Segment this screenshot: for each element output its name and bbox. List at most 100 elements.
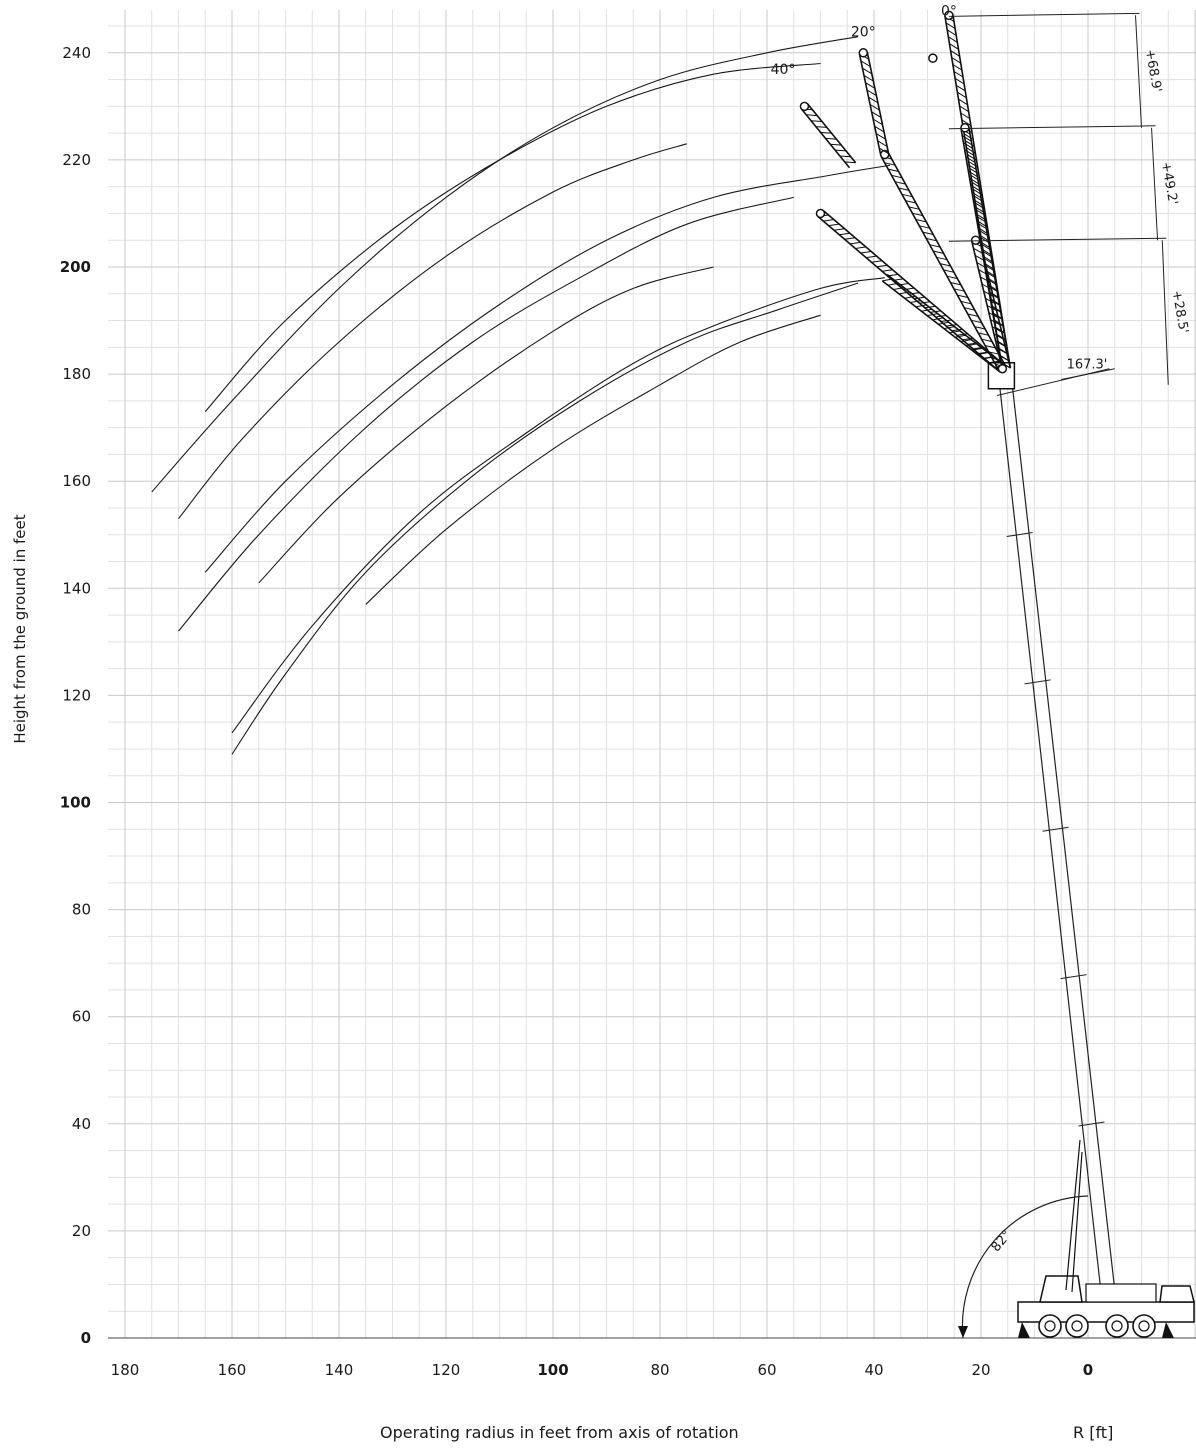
boom-angle-label: 82° xyxy=(989,1228,1015,1255)
superstructure xyxy=(1085,1283,1157,1303)
y-axis-ticks: 0 20 40 60 80 100 120 140 160 180 200 220 240 xyxy=(60,44,91,1347)
working-range-curve-9 xyxy=(365,314,821,605)
wheel-hub xyxy=(1111,1320,1123,1332)
jib-20deg-mid xyxy=(879,149,1007,372)
y-tick-label: 140 xyxy=(62,579,91,597)
jib-20deg-ext xyxy=(858,48,890,156)
main-boom-chord xyxy=(1009,368,1116,1290)
jib-head xyxy=(944,10,954,21)
boom-joint xyxy=(1006,532,1033,538)
working-range-curve-7 xyxy=(231,277,885,734)
x-tick-label: 160 xyxy=(218,1361,247,1379)
annotations: 0° 20° 40° +68.9' +49.2' +28.5' 167.3' 82° xyxy=(771,3,1191,1339)
jib-chord xyxy=(968,126,1012,369)
grid-major xyxy=(108,10,1196,1339)
operator-cab xyxy=(1039,1275,1083,1303)
jib-40deg-ext xyxy=(799,101,857,169)
y-tick-label: 60 xyxy=(72,1008,91,1026)
extension-dim-line xyxy=(1151,127,1159,241)
main-boom-chord xyxy=(997,374,1102,1290)
extension-dim-line xyxy=(1161,240,1169,385)
boom-joint xyxy=(1078,1121,1105,1127)
y-tick-label: 180 xyxy=(62,365,91,383)
x-axis-unit: R [ft] xyxy=(1073,1423,1114,1442)
x-tick-label: 120 xyxy=(432,1361,461,1379)
y-tick-label: 240 xyxy=(62,44,91,62)
outrigger xyxy=(1018,1322,1030,1338)
extension-label-1: +68.9' xyxy=(1142,48,1164,93)
x-tick-label: 80 xyxy=(650,1361,669,1379)
jib-lacing xyxy=(881,156,1007,368)
x-tick-label: 0 xyxy=(1083,1361,1093,1379)
outrigger xyxy=(1162,1322,1174,1338)
working-range-curve-5 xyxy=(178,196,794,632)
mast xyxy=(1065,1139,1081,1291)
boom-joint xyxy=(1042,826,1069,832)
working-range-curve-6 xyxy=(258,266,714,584)
working-range-curve-1 xyxy=(151,36,859,493)
jib-lacing xyxy=(801,108,856,164)
jib-head xyxy=(799,101,810,112)
y-tick-label: 80 xyxy=(72,901,91,919)
y-tick-label: 200 xyxy=(60,258,91,276)
wheel-hub xyxy=(1071,1320,1083,1332)
extension-dim-ref xyxy=(948,125,1156,130)
mast xyxy=(1071,1151,1083,1293)
jib-head xyxy=(997,363,1008,374)
hook xyxy=(928,53,938,63)
jib-lacing xyxy=(882,278,1005,369)
boom-length-label: 167.3' xyxy=(1067,358,1108,373)
jib-chord xyxy=(886,273,1006,367)
y-tick-label: 100 xyxy=(60,794,91,812)
y-tick-label: 220 xyxy=(62,151,91,169)
crane-carrier xyxy=(1017,1139,1195,1338)
extension-label-2: +49.2' xyxy=(1158,161,1180,206)
working-range-curve-2 xyxy=(204,62,821,412)
jib-angle-20-label: 20° xyxy=(851,25,876,41)
working-range-curves xyxy=(151,36,891,755)
jib-chord xyxy=(881,280,1001,373)
wheel-hub xyxy=(1138,1320,1150,1332)
x-tick-label: 140 xyxy=(325,1361,354,1379)
extension-dim-ref xyxy=(948,237,1167,242)
jib-chord xyxy=(866,51,890,154)
x-tick-label: 40 xyxy=(864,1361,883,1379)
jib-angle-40-label: 40° xyxy=(771,62,796,78)
x-tick-label: 180 xyxy=(111,1361,140,1379)
driver-cab xyxy=(1159,1285,1195,1303)
y-axis-label-wrap: Height from the ground in feet xyxy=(6,420,36,840)
jib-lacing xyxy=(859,53,889,155)
jib-chord xyxy=(822,209,1006,367)
y-tick-label: 40 xyxy=(72,1115,91,1133)
extension-label-3: +28.5' xyxy=(1169,289,1191,334)
jib-angle-0-label: 0° xyxy=(941,3,957,19)
jib-chord xyxy=(858,53,882,156)
x-tick-label: 100 xyxy=(537,1361,568,1379)
jib-head xyxy=(960,123,970,133)
extension-dim-ref xyxy=(948,12,1140,17)
jib-lacing xyxy=(960,127,1011,369)
boom-angle-arc xyxy=(961,1195,1089,1339)
x-tick-label: 20 xyxy=(971,1361,990,1379)
jib-chord xyxy=(806,103,857,164)
jib-head xyxy=(815,208,826,219)
extension-dim-line xyxy=(1135,15,1142,128)
y-tick-label: 0 xyxy=(81,1329,91,1347)
working-range-curve-4 xyxy=(204,164,891,573)
wheel-hub xyxy=(1044,1320,1056,1332)
x-axis-label: Operating radius in feet from axis of ro… xyxy=(380,1423,739,1442)
grid-minor xyxy=(108,10,1196,1338)
boom-joint xyxy=(1024,679,1051,685)
working-range-curve-8 xyxy=(231,282,859,755)
boom-length-underline xyxy=(1061,368,1115,380)
x-tick-label: 60 xyxy=(757,1361,776,1379)
x-axis-ticks: 180 160 140 120 100 80 60 40 20 0 xyxy=(111,1361,1094,1379)
crane-drawing xyxy=(799,10,1195,1338)
y-tick-label: 20 xyxy=(72,1222,91,1240)
jib-chord xyxy=(817,215,1001,373)
working-range-curve-3 xyxy=(178,143,687,520)
boom-joint xyxy=(1060,974,1087,980)
y-axis-label: Height from the ground in feet xyxy=(11,514,29,744)
y-tick-label: 160 xyxy=(62,472,91,490)
